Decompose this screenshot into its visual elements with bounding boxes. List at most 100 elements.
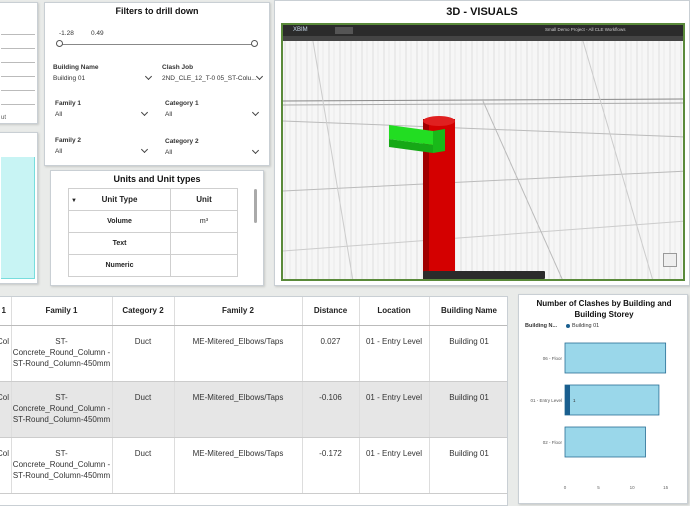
viewer-frame[interactable]: XBIM Small Demo Project - All CLE Workfl… [281,23,685,281]
chevron-down-icon[interactable] [251,108,260,117]
category1-dropdown[interactable]: All [165,111,173,118]
chart-title: Number of Clashes by Building and Buildi… [536,299,672,319]
unit-type-cell: Volume [68,210,171,233]
legend-label: Building N... [525,323,558,329]
family2-dropdown[interactable]: All [55,148,63,155]
viewer-subbar [283,36,683,41]
family2-label: Family 2 [55,137,82,144]
building-name-dropdown[interactable]: Building 01 [53,75,86,82]
range-handle-max[interactable] [251,40,258,47]
category1-label: Category 1 [165,100,199,107]
chart-category-label: 02 - Floor [543,440,563,445]
chevron-down-icon[interactable] [251,146,260,155]
range-max: 0.49 [91,30,104,37]
table-row[interactable]: Numeric [68,254,238,277]
chart-bar[interactable] [564,426,646,458]
unit-cell: m³ [170,210,238,233]
chart-category-label: 06 - Floor [543,356,563,361]
chart-x-tick-label: 0 [564,485,567,490]
col-header-family1[interactable]: Family 1 [11,297,113,326]
units-header-row: ▼ Unit Type Unit [68,188,238,211]
cell-family1: ST-Concrete_Round_Column - ST-Round_Colu… [11,437,113,494]
left-partial-panel-bottom [0,132,38,284]
legend-series-name: Building 01 [572,323,600,329]
table-row[interactable]: Col ST-Concrete_Round_Column - ST-Round_… [0,437,507,494]
cell-location: 01 - Entry Level [359,325,430,382]
project-name: Small Demo Project - All CLE Workflows [545,27,626,32]
units-table: ▼ Unit Type Unit Volume m³ Text Numeric [68,188,238,277]
col-header-distance[interactable]: Distance [302,297,360,326]
chart-category-label: 01 - Entry Level [530,398,562,403]
wireframe-columns [283,41,683,279]
viewer-menu-button[interactable] [335,27,353,34]
category2-dropdown[interactable]: All [165,149,173,156]
chevron-down-icon[interactable] [140,145,149,154]
app-logo: XBIM [293,27,308,33]
left-partial-panel-top: ut [0,2,38,124]
cell-distance: 0.027 [302,325,360,382]
units-col-unit[interactable]: Unit [170,188,238,211]
cell-family1: ST-Concrete_Round_Column - ST-Round_Colu… [11,325,113,382]
left-stub-label: ut [1,115,7,121]
chart-x-tick-label: 5 [597,485,600,490]
range-handle-min[interactable] [56,40,63,47]
units-title: Units and Unit types [113,174,201,184]
cell-category2: Duct [112,437,175,494]
green-beam [389,125,445,153]
col-header[interactable]: 1 [0,297,12,326]
table-row[interactable]: Text [68,232,238,255]
chart-bar[interactable] [564,384,660,416]
cell-family2: ME-Mitered_Elbows/Taps [174,381,303,438]
unit-type-cell: Numeric [68,254,171,277]
visuals-panel: 3D - VISUALS XBIM Small Demo Project - A… [274,0,690,286]
cell-partial: Col [0,381,12,438]
cell-distance: -0.106 [302,381,360,438]
building-name-label: Building Name [53,64,99,71]
range-min: -1.28 [59,30,74,37]
cell-building: Building 01 [429,437,507,494]
col-header-category2[interactable]: Category 2 [112,297,175,326]
units-col-type-label: Unit Type [101,195,138,204]
table-row[interactable]: Volume m³ [68,210,238,233]
chevron-down-icon[interactable] [255,72,264,81]
cell-location: 01 - Entry Level [359,437,430,494]
visuals-title: 3D - VISUALS [446,6,518,18]
cell-partial: Col [0,325,12,382]
chevron-down-icon[interactable] [140,108,149,117]
unit-type-cell: Text [68,232,171,255]
viewer-controls [423,271,545,279]
wireframe-beams [283,41,683,279]
3d-model-view[interactable] [283,41,685,281]
clash-chart-panel: Number of Clashes by Building and Buildi… [518,294,688,504]
chart-x-tick-label: 15 [663,485,669,490]
cell-building: Building 01 [429,381,507,438]
cell-category2: Duct [112,325,175,382]
table-row[interactable]: Col ST-Concrete_Round_Column - ST-Round_… [0,381,507,438]
range-track [59,44,255,45]
legend-swatch [566,324,570,328]
col-header-location[interactable]: Location [359,297,430,326]
clash-job-dropdown[interactable]: 2ND_CLE_12_T-0 05_ST-Colu... [162,75,257,82]
filters-panel: Filters to drill down -1.28 0.49 Buildin… [44,2,270,166]
chart-bar[interactable] [564,342,667,374]
viewcube-icon[interactable] [663,253,677,267]
chart-bar-highlight[interactable] [565,385,570,415]
unit-cell [170,232,238,255]
cyan-area [1,157,35,279]
clash-grid: 1 Family 1 Category 2 Family 2 Distance … [0,297,507,494]
family1-dropdown[interactable]: All [55,111,63,118]
table-row[interactable]: Col ST-Concrete_Round_Column - ST-Round_… [0,325,507,382]
chevron-down-icon[interactable] [144,72,153,81]
sort-down-icon[interactable]: ▼ [71,198,77,204]
units-scrollbar[interactable] [254,189,257,223]
col-header-building[interactable]: Building Name [429,297,507,326]
cell-distance: -0.172 [302,437,360,494]
cell-family2: ME-Mitered_Elbows/Taps [174,437,303,494]
grid-header-row: 1 Family 1 Category 2 Family 2 Distance … [0,297,507,326]
cell-building: Building 01 [429,325,507,382]
cell-category2: Duct [112,381,175,438]
clash-table: 1 Family 1 Category 2 Family 2 Distance … [0,296,508,506]
units-col-type[interactable]: ▼ Unit Type [68,188,171,211]
col-header-family2[interactable]: Family 2 [174,297,303,326]
clash-bar-chart[interactable]: 06 - Floor 1 01 - Entry Level 02 - Floor 0 5 1… [519,331,689,501]
